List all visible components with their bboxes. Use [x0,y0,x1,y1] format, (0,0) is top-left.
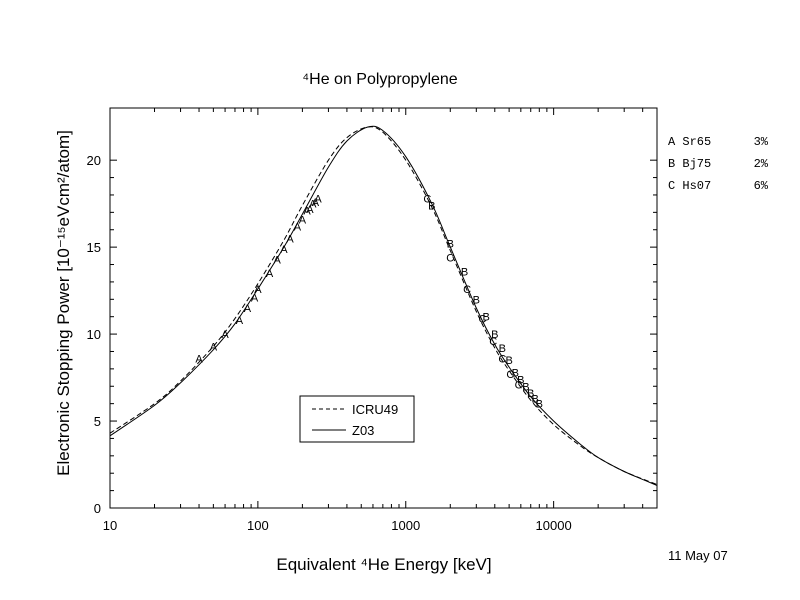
y-axis: 0 5 10 15 20 [87,153,657,516]
y-tick-label: 5 [94,414,101,429]
data-point-b: B [536,399,543,411]
reference-legend: A Sr65 3% B Bj75 2% C Hs07 6% [668,131,768,197]
data-point-a: A [254,284,262,296]
x-axis: 10 100 1000 10000 [103,108,658,533]
data-point-b: B [512,367,519,379]
data-point-b: B [473,294,480,306]
reference-pct: 2% [753,157,768,171]
data-point-b: B [517,374,524,386]
data-point-a: A [314,193,322,205]
data-point-a: A [210,341,218,353]
data-point-a: A [221,329,229,341]
data-point-a: A [236,315,244,327]
data-point-b: B [447,239,454,251]
x-tick-label: 10000 [536,518,572,533]
x-tick-label: 100 [247,518,269,533]
data-point-b: B [483,312,490,324]
data-point-a: A [251,293,259,305]
series-layer [109,125,658,486]
data-point-a: A [195,353,203,365]
chart-title: ⁴He on Polypropylene [302,71,458,88]
data-point-c: C [446,253,454,265]
data-point-c: C [489,336,497,348]
legend-label-z03: Z03 [352,423,374,438]
legend-label-icru49: ICRU49 [352,402,398,417]
data-point-b: B [505,355,512,367]
data-point-a: A [309,199,317,211]
y-tick-label: 0 [94,501,101,516]
data-point-a: A [266,268,274,280]
data-point-c: C [478,313,486,325]
data-point-b: B [461,266,468,278]
plot-frame [109,107,658,509]
data-point-c: C [463,284,471,296]
y-tick-label: 10 [87,327,101,342]
legend-box: ICRU49 Z03 [299,395,415,443]
x-axis-title: Equivalent ⁴He Energy [keV] [276,555,491,574]
data-point-c: C [515,380,523,392]
data-point-c: C [498,353,506,365]
data-point-a: A [312,197,320,209]
data-point-b: B [527,388,534,400]
data-point-b: B [522,381,529,393]
data-point-b: B [428,200,435,212]
reference-row-b: B Bj75 2% [668,153,768,175]
data-point-b: B [499,343,506,355]
x-tick-label: 10 [103,518,117,533]
data-point-a: A [244,303,252,315]
data-point-b: B [531,393,538,405]
y-axis-title: Electronic Stopping Power [10⁻¹⁵eVcm²/at… [54,130,73,476]
data-point-b: B [491,329,498,341]
data-point-a: A [299,214,307,226]
data-point-a: A [280,244,288,256]
data-point-a: A [286,233,294,245]
reference-id: B Bj75 [668,157,712,171]
legend-frame [299,395,415,443]
y-tick-label: 15 [87,240,101,255]
data-point-a: A [306,204,314,216]
data-point-c: C [423,193,431,205]
series-line-icru49 [109,126,658,485]
reference-row-a: A Sr65 3% [668,131,768,153]
reference-id: C Hs07 [668,179,712,193]
data-point-a: A [303,206,311,218]
data-point-a: A [294,221,302,233]
reference-id: A Sr65 [668,135,712,149]
reference-row-c: C Hs07 6% [668,175,768,197]
x-tick-label: 1000 [391,518,420,533]
reference-pct: 6% [753,179,768,193]
date-label: 11 May 07 [668,548,728,563]
reference-pct: 3% [753,135,768,149]
series-line-z03 [109,125,658,486]
data-point-c: C [506,369,514,381]
y-tick-label: 20 [87,153,101,168]
data-point-a: A [273,254,281,266]
